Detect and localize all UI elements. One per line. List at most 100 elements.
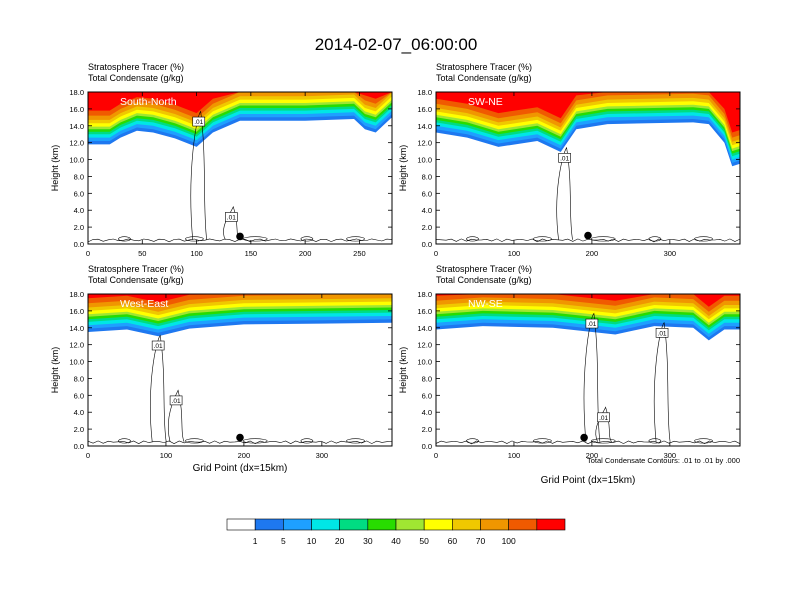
colorbar-swatch bbox=[367, 518, 397, 531]
y-tick-label: 4.0 bbox=[74, 206, 84, 215]
contour-label-box bbox=[225, 212, 238, 222]
panel-frame bbox=[435, 293, 741, 447]
condensate-contour bbox=[583, 312, 601, 442]
condensate-contour bbox=[648, 236, 662, 242]
panels: Stratosphere Tracer (%) Total Condensate … bbox=[50, 62, 741, 460]
y-tick-label: 16.0 bbox=[417, 105, 432, 114]
condensate-contour bbox=[653, 322, 671, 442]
colorbar: 1 5 10 20 30 40 50 60 70 100 bbox=[226, 518, 566, 546]
condensate-contour bbox=[185, 438, 204, 444]
x-tick-label: 200 bbox=[238, 451, 251, 460]
location-marker bbox=[584, 231, 592, 240]
condensate-contour bbox=[436, 238, 740, 243]
y-tick-label: 4.0 bbox=[422, 206, 432, 215]
contour-label-box bbox=[192, 116, 206, 127]
colorbar-label: 1 bbox=[253, 536, 258, 546]
y-tick-label: 10.0 bbox=[69, 156, 84, 165]
panel-plot-area bbox=[436, 92, 740, 243]
panel-frame bbox=[435, 91, 741, 245]
condensate-contour bbox=[466, 438, 479, 444]
contour-label: .01 bbox=[172, 398, 181, 405]
figure-title: 2014-02-07_06:00:00 bbox=[315, 35, 478, 54]
y-tick-label: 2.0 bbox=[74, 425, 84, 434]
condensate-contour bbox=[533, 236, 552, 242]
colorbar-label: 40 bbox=[391, 536, 401, 546]
panel-header-condensate: Total Condensate (g/kg) bbox=[88, 275, 184, 285]
condensate-contour bbox=[346, 236, 365, 242]
condensate-contour bbox=[150, 334, 167, 442]
y-tick-label: 8.0 bbox=[74, 172, 84, 181]
location-marker bbox=[236, 232, 244, 241]
colorbar-swatch bbox=[452, 518, 481, 531]
y-tick-label: 14.0 bbox=[417, 122, 432, 131]
contour-label: .01 bbox=[560, 155, 569, 162]
y-tick-label: 18.0 bbox=[417, 290, 432, 299]
condensate-contour bbox=[694, 236, 713, 242]
y-tick-label: 6.0 bbox=[422, 189, 432, 198]
y-tick-label: 8.0 bbox=[422, 172, 432, 181]
x-tick-label: 200 bbox=[299, 249, 312, 258]
y-tick-label: 12.0 bbox=[69, 139, 84, 148]
contour-label-box bbox=[655, 328, 669, 338]
y-tick-label: 2.0 bbox=[422, 425, 432, 434]
condensate-contour bbox=[694, 438, 713, 444]
panel-plot-area bbox=[436, 294, 740, 445]
y-axis-label: Height (km) bbox=[50, 347, 60, 394]
section-name: South-North bbox=[120, 96, 177, 108]
y-tick-label: 4.0 bbox=[74, 408, 84, 417]
x-tick-label: 0 bbox=[434, 249, 438, 258]
location-marker bbox=[236, 433, 244, 442]
condensate-contour bbox=[466, 236, 479, 242]
condensate-contour bbox=[436, 440, 740, 445]
x-tick-label: 50 bbox=[138, 249, 146, 258]
tracer-band bbox=[88, 294, 392, 303]
colorbar-label: 30 bbox=[363, 536, 373, 546]
y-tick-label: 10.0 bbox=[69, 358, 84, 367]
x-tick-label: 300 bbox=[664, 249, 677, 258]
panel-frame bbox=[87, 293, 393, 447]
y-tick-label: 10.0 bbox=[417, 156, 432, 165]
panel-frame bbox=[87, 91, 393, 245]
x-axis-label: Grid Point (dx=15km) bbox=[193, 463, 288, 474]
condensate-contour bbox=[167, 389, 185, 442]
panel-plot-area bbox=[88, 294, 392, 445]
y-tick-label: 18.0 bbox=[69, 88, 84, 97]
colorbar-label: 5 bbox=[281, 536, 286, 546]
x-tick-label: 250 bbox=[353, 249, 366, 258]
x-tick-label: 100 bbox=[190, 249, 203, 258]
y-tick-label: 10.0 bbox=[417, 358, 432, 367]
y-tick-label: 0.0 bbox=[74, 442, 84, 451]
condensate-contour bbox=[118, 438, 131, 444]
section-name: West-East bbox=[120, 298, 168, 310]
panel-header-tracer: Stratosphere Tracer (%) bbox=[436, 62, 532, 72]
x-tick-label: 300 bbox=[316, 451, 329, 460]
contour-label-box bbox=[151, 340, 165, 351]
y-tick-label: 14.0 bbox=[69, 122, 84, 131]
condensate-contour bbox=[185, 236, 204, 242]
colorbar-swatch bbox=[226, 518, 256, 531]
x-tick-label: 300 bbox=[664, 451, 677, 460]
contour-label: .01 bbox=[599, 415, 608, 422]
y-tick-label: 14.0 bbox=[417, 324, 432, 333]
location-marker bbox=[580, 433, 588, 442]
condensate-contour bbox=[242, 438, 268, 444]
condensate-contour bbox=[242, 236, 268, 242]
colorbar-swatch bbox=[339, 518, 369, 531]
y-tick-label: 14.0 bbox=[69, 324, 84, 333]
colorbar-label: 20 bbox=[335, 536, 345, 546]
contour-label: .01 bbox=[154, 343, 163, 350]
y-tick-label: 8.0 bbox=[74, 374, 84, 383]
x-tick-label: 200 bbox=[586, 451, 599, 460]
colorbar-swatch bbox=[395, 518, 425, 531]
condensate-contour bbox=[88, 238, 392, 243]
y-axis-label: Height (km) bbox=[398, 347, 408, 394]
colorbar-label: 70 bbox=[476, 536, 486, 546]
condensate-contour bbox=[346, 438, 365, 444]
y-axis-label: Height (km) bbox=[50, 145, 60, 192]
contour-label: .01 bbox=[587, 321, 596, 328]
condensate-contour bbox=[300, 438, 314, 444]
x-tick-label: 0 bbox=[434, 451, 438, 460]
colorbar-label: 100 bbox=[502, 536, 516, 546]
